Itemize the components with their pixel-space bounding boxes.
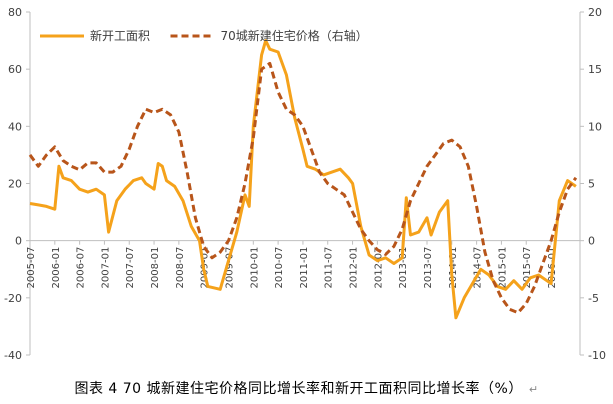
legend: 新开工面积 70城新建住宅价格（右轴） xyxy=(40,28,368,43)
axes: -40 -20 0 20 40 60 80 -10 -5 0 5 10 15 20 2005-07 2006-… xyxy=(4,6,606,362)
x-tick-label: 2009-01 xyxy=(200,247,211,289)
right-tick-label: 0 xyxy=(588,235,595,248)
x-tick-label: 2011-01 xyxy=(299,247,310,289)
x-tick-label: 2015-07 xyxy=(522,247,533,289)
left-tick-label: -20 xyxy=(4,292,22,305)
chart-caption: 图表 4 70 城新建住宅价格同比增长率和新开工面积同比增长率（%） ↵ xyxy=(74,381,539,397)
x-tick-label: 2009-07 xyxy=(224,247,235,289)
return-mark: ↵ xyxy=(528,383,539,396)
x-tick-label: 2008-07 xyxy=(175,247,186,289)
x-tick-label: 2006-01 xyxy=(51,247,62,289)
x-tick-label: 2010-07 xyxy=(274,247,285,289)
x-tick-label: 2014-07 xyxy=(473,247,484,289)
x-tick-label: 2011-07 xyxy=(324,247,335,289)
x-tick-label: 2007-07 xyxy=(125,247,136,289)
left-tick-label: 0 xyxy=(15,235,22,248)
left-tick-label: -40 xyxy=(4,349,22,362)
x-tick-label: 2008-01 xyxy=(150,247,161,289)
right-tick-label: 15 xyxy=(588,63,602,76)
series-line-housing-price xyxy=(28,61,578,315)
x-tick-label: 2013-01 xyxy=(398,247,409,289)
left-tick-label: 60 xyxy=(8,63,22,76)
x-tick-label: 2006-07 xyxy=(76,247,87,289)
chart: -40 -20 0 20 40 60 80 -10 -5 0 5 10 15 20 2005-07 2006-… xyxy=(4,6,606,362)
x-tick-label: 2010-01 xyxy=(249,247,260,289)
x-tick-label: 2015-01 xyxy=(497,247,508,289)
left-tick-label: 40 xyxy=(8,120,22,133)
legend-label: 新开工面积 xyxy=(90,28,150,43)
legend-label: 70城新建住宅价格（右轴） xyxy=(221,28,368,43)
right-tick-label: -10 xyxy=(588,349,606,362)
x-tick-label: 2005-07 xyxy=(26,247,37,289)
right-tick-label: 10 xyxy=(588,120,602,133)
x-tick-label: 2014-01 xyxy=(448,247,459,289)
left-tick-label: 20 xyxy=(8,178,22,191)
x-tick-label: 2012-01 xyxy=(349,247,360,289)
series-line-new-construction xyxy=(29,39,577,320)
x-tick-label: 2012-07 xyxy=(373,247,384,289)
right-tick-label: 5 xyxy=(588,178,595,191)
right-tick-label: -5 xyxy=(588,292,599,305)
x-tick-label: 2013-07 xyxy=(423,247,434,289)
left-tick-label: 80 xyxy=(8,6,22,19)
right-tick-label: 20 xyxy=(588,6,602,19)
series-layer xyxy=(28,39,578,320)
x-tick-label: 2007-01 xyxy=(100,247,111,289)
